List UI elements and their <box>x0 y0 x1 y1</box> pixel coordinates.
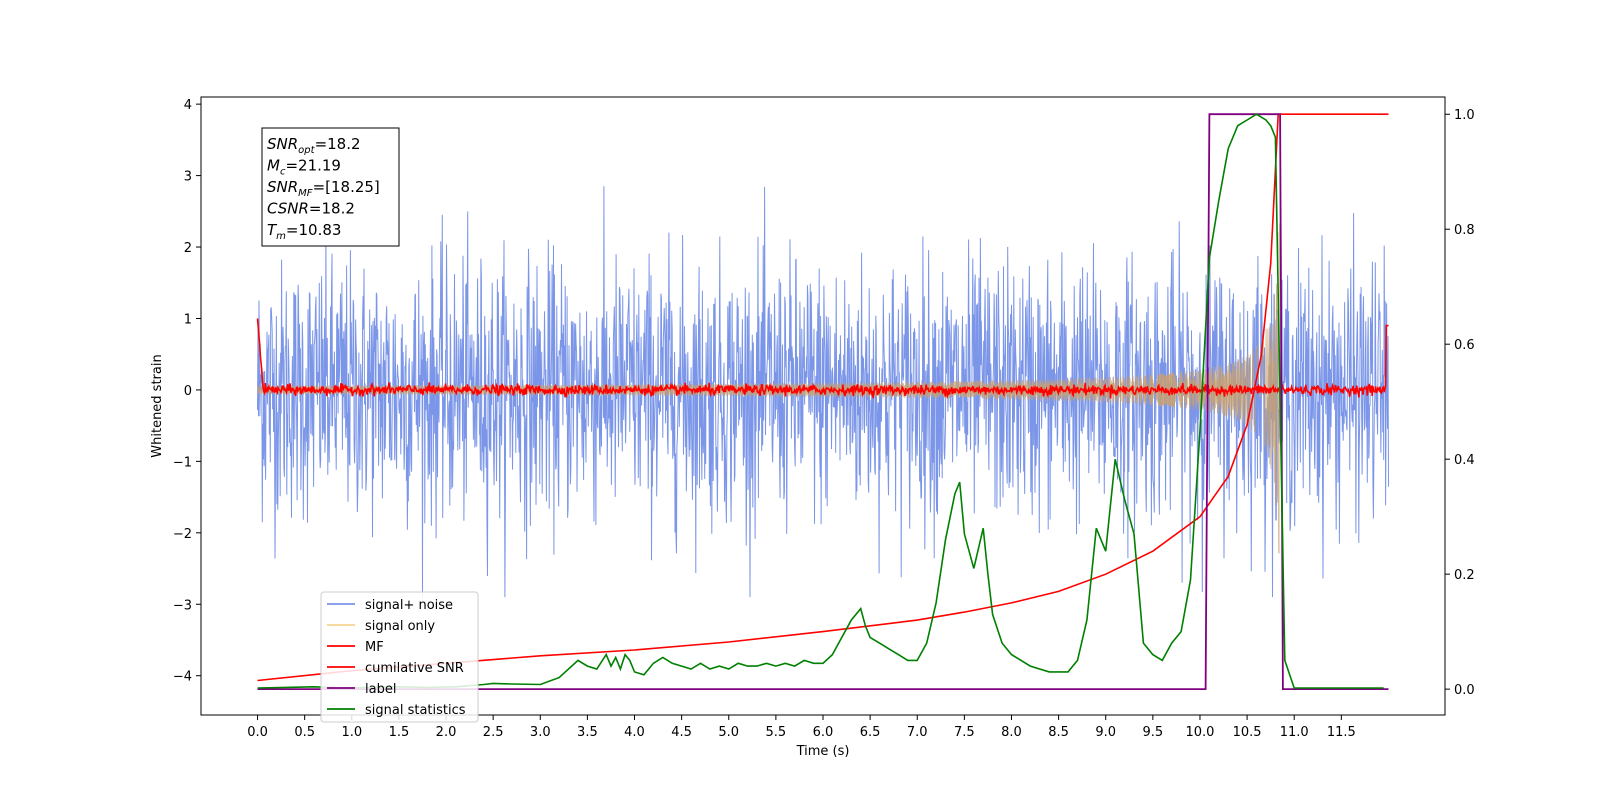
annotation-line: SNRopt=18.2 <box>267 135 361 156</box>
y-axis-label: Whitened strain <box>150 354 165 457</box>
x-tick-label: 9.5 <box>1143 725 1164 740</box>
y-tick-label: 0 <box>184 384 192 399</box>
y2-tick-label: 0.2 <box>1454 568 1475 583</box>
legend-entry-label: signal only <box>365 619 435 634</box>
y2-tick-label: 0.4 <box>1454 453 1475 468</box>
legend-frame <box>320 591 479 723</box>
x-tick-label: 10.0 <box>1185 725 1214 740</box>
x-tick-label: 2.0 <box>436 725 457 740</box>
series-signal-statistics-line <box>257 113 1384 689</box>
x-tick-label: 11.5 <box>1327 725 1356 740</box>
annotation-frame <box>261 127 400 247</box>
x-tick-label: 5.0 <box>718 725 739 740</box>
legend-entry-label: signal statistics <box>365 703 466 718</box>
x-tick-label: 1.5 <box>389 725 410 740</box>
y-tick-label: 2 <box>184 241 192 256</box>
x-tick-label: 3.0 <box>530 725 551 740</box>
x-tick-label: 6.0 <box>813 725 834 740</box>
legend-entry-label: label <box>365 682 396 697</box>
y-tick-label: −2 <box>173 527 192 542</box>
x-tick-label: 9.0 <box>1095 725 1116 740</box>
y2-tick-label: 0.6 <box>1454 338 1475 353</box>
annotation-line: SNRMF=[18.25] <box>267 178 380 199</box>
x-tick-label: 4.0 <box>624 725 645 740</box>
y-tick-label: 1 <box>184 312 192 327</box>
y-tick-label: −1 <box>173 455 192 470</box>
y-tick-label: 3 <box>184 170 192 185</box>
x-tick-label: 3.5 <box>577 725 598 740</box>
series-layer <box>256 113 1389 690</box>
annotation-line: Mc=21.19 <box>267 157 341 178</box>
x-tick-label: 2.5 <box>483 725 504 740</box>
x-tick-label: 10.5 <box>1233 725 1262 740</box>
legend-entry-label: MF <box>365 640 384 655</box>
y2-tick-label: 0.8 <box>1454 223 1475 238</box>
x-tick-label: 5.5 <box>766 725 787 740</box>
legend-entry-label: cumilative SNR <box>365 661 464 676</box>
annotation-line: CSNR=18.2 <box>267 200 355 218</box>
legend-entry-label: signal+ noise <box>365 598 453 613</box>
series-mf-line <box>256 318 1389 399</box>
y2-tick-label: 1.0 <box>1454 108 1475 123</box>
x-tick-label: 0.0 <box>247 725 268 740</box>
x-tick-label: 7.0 <box>907 725 928 740</box>
x-tick-label: 8.0 <box>1001 725 1022 740</box>
x-tick-label: 11.0 <box>1280 725 1309 740</box>
series-label-line <box>257 113 1389 690</box>
y2-tick-label: 0.0 <box>1454 683 1475 698</box>
annotation-line: Tm=10.83 <box>267 221 341 242</box>
axes-layer: 0.0 0.5 1.0 1.5 2.0 2.5 3.0 3.5 4.0 4.5 5.0 5.5 6.0 6… <box>173 98 1475 740</box>
series-cumulative-snr-line <box>257 113 1389 682</box>
x-axis-label: Time (s) <box>796 744 850 759</box>
y-tick-label: −4 <box>173 670 192 685</box>
y-tick-label: −3 <box>173 598 192 613</box>
x-tick-label: 1.0 <box>341 725 362 740</box>
x-tick-label: 0.5 <box>294 725 315 740</box>
legend: signal+ noise signal only MF cumilative SNR… <box>320 591 479 723</box>
x-tick-label: 6.5 <box>860 725 881 740</box>
x-tick-label: 8.5 <box>1048 725 1069 740</box>
annotation-box: SNRopt=18.2Mc=21.19SNRMF=[18.25]CSNR=18.… <box>261 127 400 247</box>
y-tick-label: 4 <box>184 98 192 113</box>
x-tick-label: 7.5 <box>954 725 975 740</box>
x-tick-label: 4.5 <box>671 725 692 740</box>
